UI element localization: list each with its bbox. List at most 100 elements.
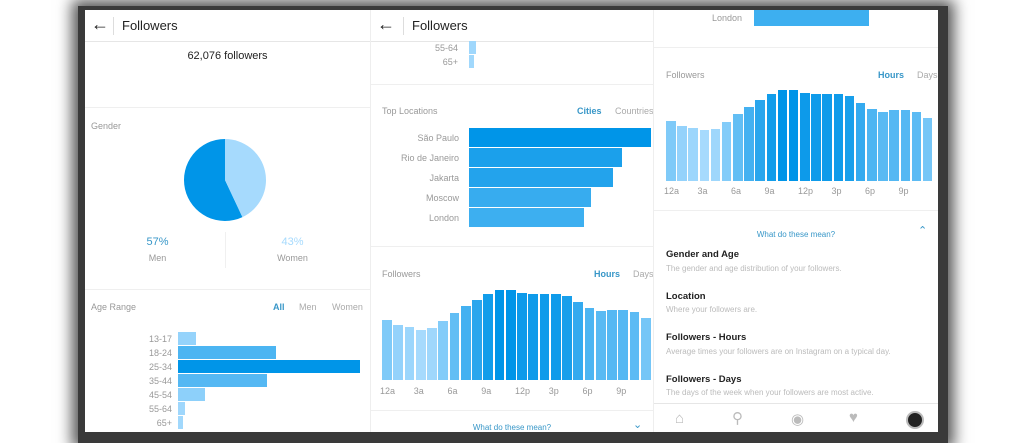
tab-women[interactable]: Women [332,302,363,312]
hour-bar [494,290,505,380]
hour-bar [822,93,832,181]
hour-tick-label: 6p [865,186,876,196]
divider [85,289,370,290]
header: ← Followers [371,10,653,42]
hour-bar [404,327,415,380]
location-label: London [711,12,742,23]
age-bar [178,416,184,429]
hour-bar [539,293,550,380]
hour-bar [855,102,866,181]
age-label: 65+ [156,417,172,428]
help-title: Followers - Hours [666,332,747,343]
hour-tick-label: 3a [413,386,424,396]
divider [371,84,653,85]
divider [371,246,653,247]
hour-bar [472,300,482,380]
location-label: Rio de Janeiro [400,152,459,163]
help-desc: Where your followers are. [666,305,758,314]
age-bar [178,360,360,373]
hour-bar [550,293,561,380]
age-bar [178,332,197,345]
header: ← Followers [85,10,370,42]
arrow-left-icon[interactable]: ← [91,14,109,34]
location-label: Moscow [425,192,459,203]
divider [654,403,938,404]
panel-gender-age: ← Followers 62,076 followers Gender 57% … [85,10,370,432]
hour-bar [595,311,606,380]
hour-tick-label: 6p [582,386,593,396]
hour-bar [415,329,426,380]
tab-men[interactable]: Men [299,302,317,312]
women-percent: 43% [281,236,304,248]
panel-activity-help: London Followers Hours Days 12a 3a 6a 9a 12p… [653,10,938,432]
age-label: 55-64 [434,42,458,53]
age-bar [469,55,475,68]
hour-tick-label: 12a [664,186,680,196]
women-label: Women [277,253,308,263]
tab-all[interactable]: All [273,302,285,312]
hour-tick-label: 9p [898,186,909,196]
hour-bar [438,321,448,380]
gender-pie-chart [184,139,266,221]
hour-bar [528,293,538,380]
hour-bar [505,290,516,380]
help-desc: The gender and age distribution of your … [666,264,842,273]
hour-bar [900,110,911,181]
hour-bar [460,306,471,380]
hour-bar [382,320,392,380]
age-label: 35-44 [148,375,172,386]
age-bar [178,388,206,401]
profile-avatar[interactable] [906,411,924,429]
hour-tick-label: 9a [764,186,775,196]
hour-bar [733,113,743,181]
age-bar [178,346,277,359]
camera-icon[interactable]: ◉ [791,411,805,428]
tab-days[interactable]: Days [633,269,653,279]
age-label: 65+ [442,56,458,67]
hour-bar [699,130,710,181]
location-label: London [428,212,459,223]
hour-bar [867,108,877,181]
followers-activity-label: Followers [666,70,705,80]
hour-bar [640,318,651,380]
age-range-label: Age Range [91,302,137,312]
divider [85,107,370,108]
location-bar [469,168,613,187]
hour-bar [878,111,888,181]
help-title: Followers - Days [666,374,742,385]
hour-bar [607,310,617,380]
arrow-left-icon[interactable]: ← [377,14,395,34]
hour-tick-label: 6a [731,186,742,196]
chevron-down-icon[interactable]: ⌄ [633,419,643,431]
follower-count: 62,076 followers [187,50,268,62]
pie-slice-men [184,139,243,221]
age-label: 13-17 [148,333,172,344]
search-icon[interactable]: ⚲ [732,410,743,427]
tab-cities[interactable]: Cities [577,106,602,116]
hour-bar [766,94,777,181]
what-do-these-mean-link[interactable]: What do these mean? [756,230,836,239]
divider [371,410,653,411]
tab-hours[interactable]: Hours [594,269,621,279]
hour-bar [483,294,493,380]
age-bar [178,402,186,415]
hour-bar [788,90,799,181]
divider [225,232,226,268]
location-bar [469,128,651,147]
tab-days[interactable]: Days [917,70,938,80]
hour-bar [922,118,933,181]
hour-bar [755,100,765,181]
age-label: 55-64 [148,403,172,414]
divider [654,47,938,48]
what-do-these-mean-link[interactable]: What do these mean? [472,423,552,432]
tab-countries[interactable]: Countries [615,106,653,116]
location-label: São Paulo [417,132,459,143]
heart-icon[interactable]: ♥ [849,409,858,426]
tab-hours[interactable]: Hours [878,70,905,80]
home-icon[interactable]: ⌂ [675,410,685,427]
chevron-up-icon[interactable]: ⌃ [918,225,928,237]
age-label: 45-54 [148,389,172,400]
panel-locations: ← Followers 55-64 65+ Top Locations Citie… [370,10,653,432]
hour-tick-label: 9a [481,386,492,396]
followers-activity-label: Followers [382,269,421,279]
